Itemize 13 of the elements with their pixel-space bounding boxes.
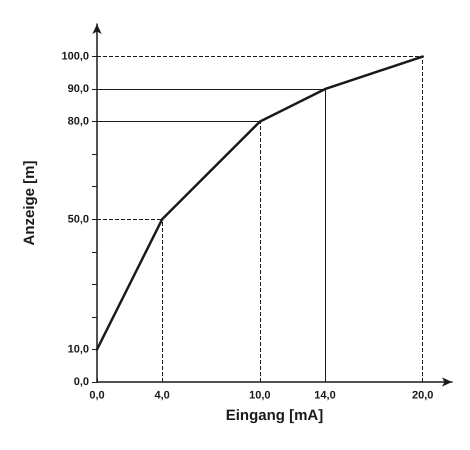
y-tick-label: 80,0 — [68, 116, 89, 128]
x-tick-label: 10,0 — [249, 390, 271, 402]
y-tick-label: 100,0 — [61, 50, 89, 63]
y-tick-label: 0,0 — [74, 376, 89, 388]
x-tick-label: 14,0 — [314, 390, 336, 402]
x-tick-label: 0,0 — [89, 390, 105, 402]
y-tick-label: 50,0 — [68, 213, 89, 226]
x-tick-label: 20,0 — [412, 390, 434, 402]
y-tick-label: 90,0 — [68, 83, 89, 96]
y-tick-label: 10,0 — [68, 343, 89, 356]
x-axis-title: Eingang [mA] — [226, 407, 324, 424]
x-tick-label: 4,0 — [154, 390, 170, 402]
y-axis-title: Anzeige [m] — [21, 160, 38, 246]
